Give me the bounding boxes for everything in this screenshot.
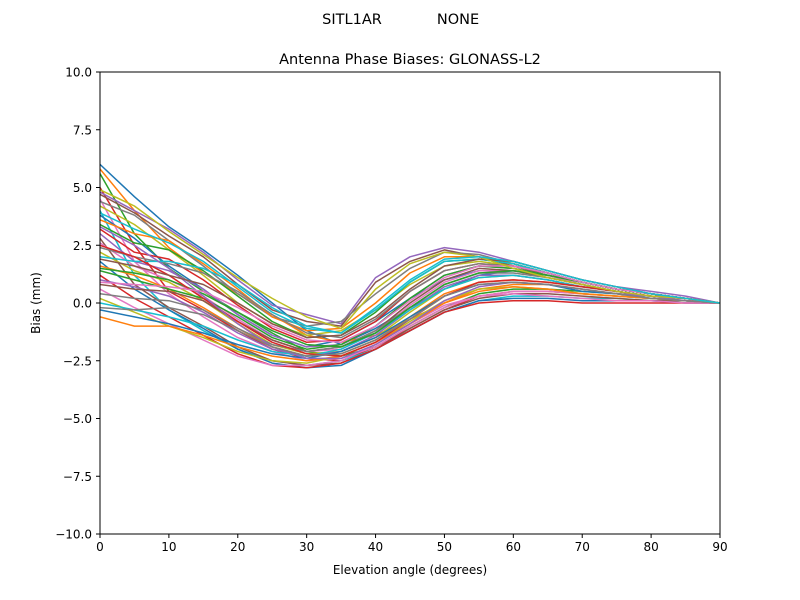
y-tick-label: 0.0 (73, 297, 92, 311)
y-axis-label: Bias (mm) (29, 272, 43, 334)
y-tick-label: −10.0 (55, 528, 92, 542)
x-tick-label: 40 (368, 540, 383, 554)
series-line-40 (100, 212, 720, 334)
x-tick-label: 0 (96, 540, 104, 554)
x-tick-label: 70 (575, 540, 590, 554)
x-tick-label: 60 (506, 540, 521, 554)
x-tick-label: 20 (230, 540, 245, 554)
suptitle-right: NONE (437, 12, 479, 28)
y-tick-label: −2.5 (63, 354, 92, 368)
x-tick-label: 90 (712, 540, 727, 554)
y-tick-label: 5.0 (73, 181, 92, 195)
x-tick-label: 30 (299, 540, 314, 554)
chart-title: Antenna Phase Biases: GLONASS-L2 (279, 52, 541, 68)
x-tick-label: 10 (161, 540, 176, 554)
suptitle-left: SITL1AR (322, 12, 382, 28)
x-axis-label: Elevation angle (degrees) (333, 563, 487, 577)
y-tick-label: 7.5 (73, 123, 92, 137)
y-tick-label: −7.5 (63, 470, 92, 484)
y-tick-label: 10.0 (65, 66, 92, 80)
x-axis: 0 10 20 30 40 50 60 70 80 90 (96, 534, 728, 554)
y-tick-label: −5.0 (63, 412, 92, 426)
y-tick-label: 2.5 (73, 239, 92, 253)
y-axis: 10.0 7.5 5.0 2.5 0.0 −2.5 −5.0 −7.5 −10.0 (55, 66, 100, 542)
x-tick-label: 50 (437, 540, 452, 554)
x-tick-label: 80 (643, 540, 658, 554)
series-line-38 (100, 281, 720, 357)
series-layer (100, 163, 720, 369)
series-line-37 (100, 265, 720, 344)
series-line-39 (100, 189, 720, 330)
